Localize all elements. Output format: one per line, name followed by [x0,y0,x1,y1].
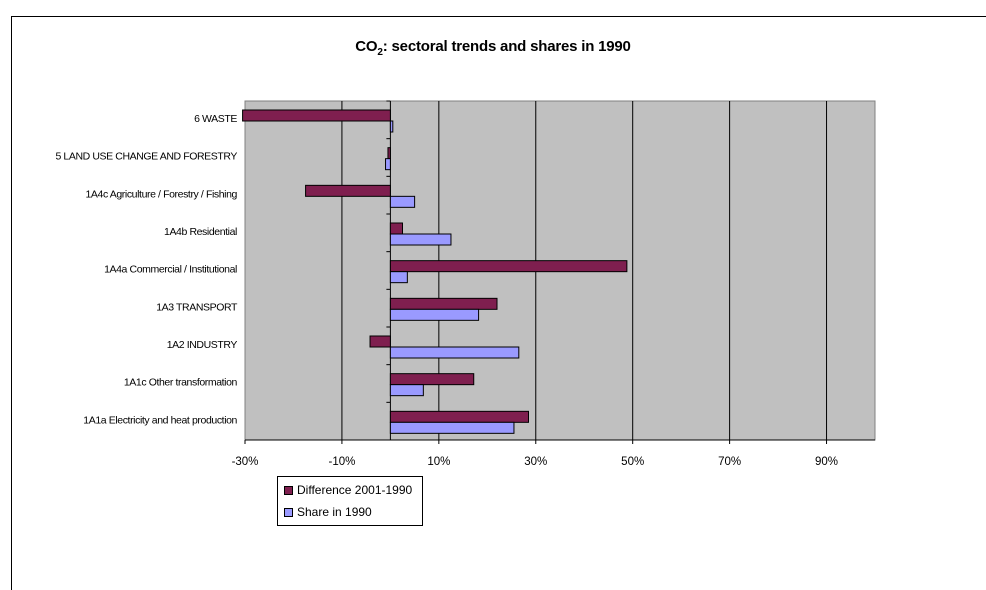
legend-item-share: Share in 1990 [284,505,372,519]
category-label: 1A2 INDUSTRY [167,339,238,351]
chart-frame [11,16,986,590]
bar-difference [389,297,498,310]
bar-difference [242,109,391,122]
legend-swatch-difference [284,485,293,495]
category-label: 1A1c Other transformation [124,377,238,389]
bar-share [389,233,452,246]
x-tick-label: -30% [232,456,259,468]
bar-share [385,158,391,171]
category-label: 1A4a Commercial / Institutional [104,264,237,276]
legend-label-difference: Difference 2001-1990 [297,483,413,497]
bar-share [389,346,520,359]
legend: Difference 2001-1990 Share in 1990 [277,476,423,526]
x-tick-label: 10% [427,456,450,468]
bar-share [389,271,408,284]
category-label: 5 LAND USE CHANGE AND FORESTRY [55,151,237,163]
bar-difference [389,222,403,235]
category-label: 1A4c Agriculture / Forestry / Fishing [85,188,237,200]
legend-swatch-share [284,507,293,517]
bar-share [389,384,424,397]
x-tick-label: 90% [815,456,838,468]
bar-difference [369,335,391,348]
legend-label-share: Share in 1990 [297,505,372,519]
category-label: 1A1a Electricity and heat production [83,414,237,426]
x-tick-label: 70% [718,456,741,468]
bar-difference [389,410,529,423]
bar-share [389,308,480,321]
bar-difference [305,184,391,197]
category-label: 1A3 TRANSPORT [156,301,238,313]
bar-share [389,195,416,208]
x-tick-label: 30% [524,456,547,468]
chart-title: CO2: sectoral trends and shares in 1990 [355,38,631,58]
bar-difference [389,260,628,273]
category-label: 1A4b Residential [164,226,237,238]
bar-share [389,421,515,434]
bar-difference [389,373,475,386]
category-label: 6 WASTE [194,113,237,125]
bar-share [389,120,394,133]
x-tick-label: -10% [328,456,355,468]
legend-item-difference: Difference 2001-1990 [284,483,412,497]
bar-difference [387,147,391,160]
x-tick-label: 50% [621,456,644,468]
